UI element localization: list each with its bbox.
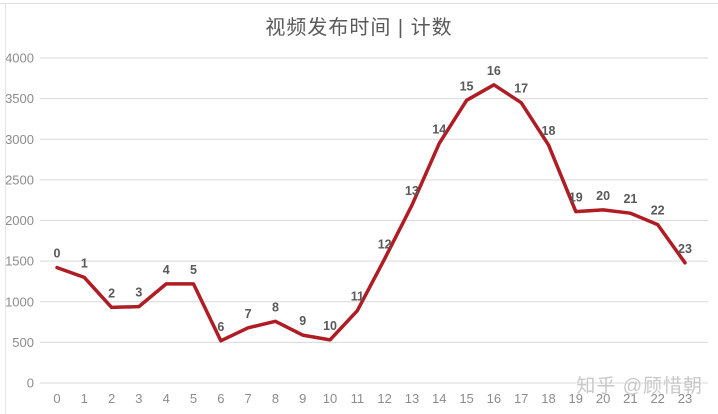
data-point-label: 20 — [596, 189, 610, 203]
y-axis-tick-label: 3000 — [5, 132, 34, 147]
data-point-label: 22 — [651, 204, 665, 218]
data-point-label: 10 — [323, 319, 337, 333]
data-point-label: 8 — [272, 300, 279, 314]
x-axis-tick-label: 19 — [569, 391, 583, 406]
x-axis-tick-label: 18 — [541, 391, 555, 406]
chart-title: 视频发布时间 | 计数 — [265, 17, 453, 39]
x-axis-tick-label: 7 — [245, 391, 252, 406]
x-axis-tick-label: 6 — [217, 391, 224, 406]
x-axis-tick-label: 23 — [678, 391, 692, 406]
x-axis-tick-label: 4 — [163, 391, 170, 406]
data-point-label: 18 — [542, 124, 556, 138]
x-axis-tick-label: 5 — [190, 391, 197, 406]
x-axis-tick-label: 21 — [623, 391, 637, 406]
data-point-label: 11 — [351, 290, 364, 304]
card-left-border — [5, 3, 6, 414]
x-axis-tick-label: 13 — [405, 391, 419, 406]
y-axis-tick-label: 1000 — [5, 294, 34, 309]
data-line — [55, 83, 687, 343]
x-axis-tick-label: 0 — [53, 391, 60, 406]
x-axis-tick-label: 8 — [272, 391, 279, 406]
x-axis-tick-label: 1 — [81, 391, 88, 406]
y-axis-tick-label: 1500 — [5, 254, 34, 269]
x-axis-tick-label: 20 — [596, 391, 610, 406]
data-point-label: 12 — [378, 238, 392, 252]
x-axis-tick-label: 3 — [135, 391, 142, 406]
data-point-label: 6 — [217, 320, 224, 334]
data-point-label: 7 — [245, 307, 252, 321]
y-axis-tick-label: 0 — [27, 376, 34, 391]
data-point-label: 3 — [135, 286, 142, 300]
data-point-label: 5 — [190, 263, 197, 277]
data-point-label: 16 — [487, 64, 501, 78]
data-point-label: 1 — [81, 256, 88, 270]
x-axis-tick-label: 16 — [487, 391, 501, 406]
data-point-label: 4 — [163, 263, 170, 277]
data-point-label: 23 — [678, 242, 692, 256]
y-axis-tick-label: 2500 — [5, 172, 34, 187]
x-axis-tick-label: 2 — [108, 391, 115, 406]
x-axis-tick-label: 15 — [459, 391, 473, 406]
card-top-border — [0, 3, 718, 4]
x-axis-tick-label: 10 — [323, 391, 337, 406]
x-axis-tick-label: 17 — [514, 391, 528, 406]
data-point-label: 21 — [623, 192, 637, 206]
data-point-label: 0 — [54, 247, 61, 261]
data-point-label: 2 — [108, 286, 115, 300]
x-axis-tick-label: 14 — [432, 391, 446, 406]
data-point-label: 19 — [569, 191, 583, 205]
x-axis-tick-label: 11 — [351, 391, 365, 406]
y-axis-tick-label: 2000 — [5, 213, 34, 228]
x-axis-tick-label: 9 — [299, 391, 306, 406]
data-point-label: 17 — [514, 82, 528, 96]
data-point-label: 13 — [405, 184, 419, 198]
y-axis-tick-label: 4000 — [5, 51, 34, 66]
y-axis-tick-label: 3500 — [5, 91, 34, 106]
data-point-label: 15 — [460, 79, 474, 93]
data-point-label: 14 — [432, 122, 446, 136]
y-axis-tick-label: 500 — [12, 335, 34, 350]
data-point-label: 9 — [299, 314, 306, 328]
x-axis-tick-label: 12 — [377, 391, 391, 406]
x-axis-tick-label: 22 — [650, 391, 664, 406]
